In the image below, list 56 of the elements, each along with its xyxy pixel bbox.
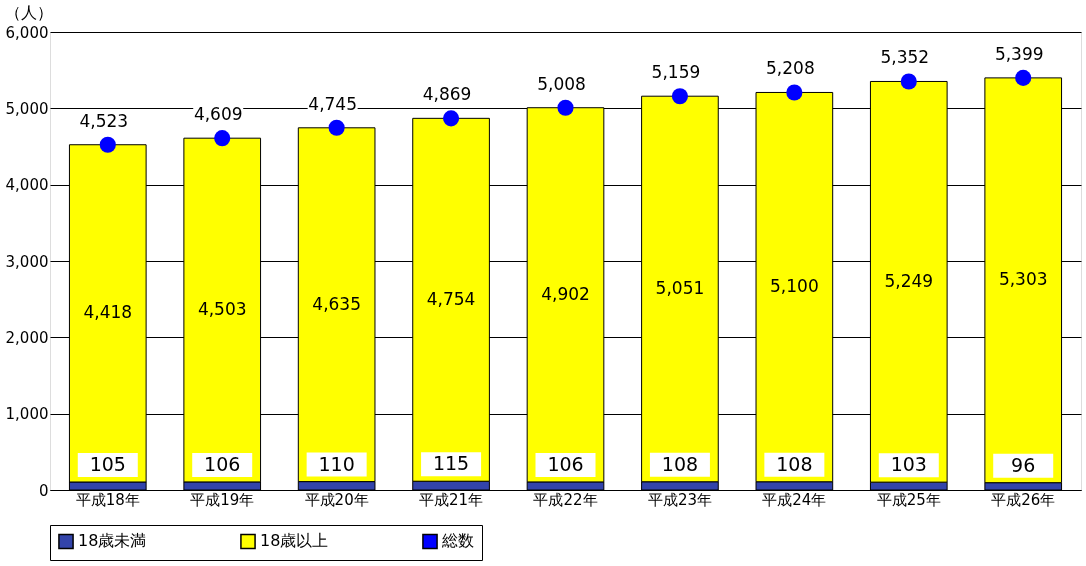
point bbox=[443, 110, 460, 127]
data-label: 115 bbox=[432, 452, 470, 475]
legend-label: 総数 bbox=[441, 531, 474, 551]
data-label: 106 bbox=[547, 452, 584, 475]
legend-label: 18歳以上 bbox=[260, 531, 329, 551]
x-tick-label: 平成24年 bbox=[762, 490, 827, 509]
y-tick-label: 5,000 bbox=[5, 99, 49, 118]
point bbox=[1015, 69, 1032, 86]
y-tick-label: 6,000 bbox=[5, 23, 49, 42]
data-label: 4,609 bbox=[193, 104, 243, 125]
point bbox=[214, 130, 231, 147]
data-label: 108 bbox=[776, 452, 813, 475]
x-tick-label: 平成22年 bbox=[533, 490, 598, 509]
data-label: 5,303 bbox=[998, 269, 1048, 290]
data-label: 96 bbox=[1011, 453, 1036, 476]
data-label: 5,051 bbox=[655, 277, 705, 298]
data-label: 5,399 bbox=[994, 43, 1044, 64]
x-tick-label: 平成26年 bbox=[991, 490, 1056, 509]
x-tick-label: 平成21年 bbox=[419, 490, 484, 509]
legend-label: 18歳未満 bbox=[78, 531, 147, 551]
data-label: 4,635 bbox=[312, 293, 361, 314]
point bbox=[900, 73, 917, 90]
point bbox=[99, 136, 116, 153]
y-tick-label: 2,000 bbox=[5, 328, 49, 347]
y-tick-label: 1,000 bbox=[5, 405, 49, 424]
y-tick-label: 0 bbox=[38, 481, 49, 500]
x-tick-label: 平成25年 bbox=[876, 490, 941, 509]
y-tick-label: 4,000 bbox=[5, 176, 49, 195]
data-label: 4,869 bbox=[422, 84, 472, 105]
data-label: 106 bbox=[204, 452, 241, 475]
data-label: 103 bbox=[890, 453, 927, 476]
data-label: 5,100 bbox=[770, 276, 819, 297]
data-label: 110 bbox=[318, 452, 355, 475]
data-label: 4,523 bbox=[79, 110, 129, 131]
x-tick-label: 平成23年 bbox=[647, 490, 712, 509]
data-label: 5,208 bbox=[766, 58, 815, 79]
point bbox=[328, 119, 345, 136]
y-tick-label: 3,000 bbox=[5, 252, 49, 271]
x-tick-label: 平成20年 bbox=[304, 490, 369, 509]
data-label: 5,159 bbox=[651, 62, 701, 83]
data-label: 4,902 bbox=[541, 283, 590, 304]
point bbox=[786, 84, 803, 101]
point bbox=[557, 99, 574, 116]
data-label: 5,249 bbox=[884, 270, 934, 291]
point bbox=[671, 88, 688, 105]
data-label: 4,754 bbox=[426, 288, 476, 309]
data-label: 4,745 bbox=[308, 93, 357, 114]
data-label: 5,352 bbox=[880, 47, 930, 68]
data-label: 108 bbox=[661, 452, 699, 475]
data-label: 5,008 bbox=[537, 73, 586, 94]
data-label: 4,503 bbox=[197, 299, 247, 320]
y-axis-title: （人） bbox=[5, 3, 54, 22]
x-tick-label: 平成19年 bbox=[190, 490, 255, 509]
x-tick-label: 平成18年 bbox=[75, 490, 140, 509]
data-label: 105 bbox=[89, 452, 126, 475]
data-label: 4,418 bbox=[83, 302, 133, 323]
